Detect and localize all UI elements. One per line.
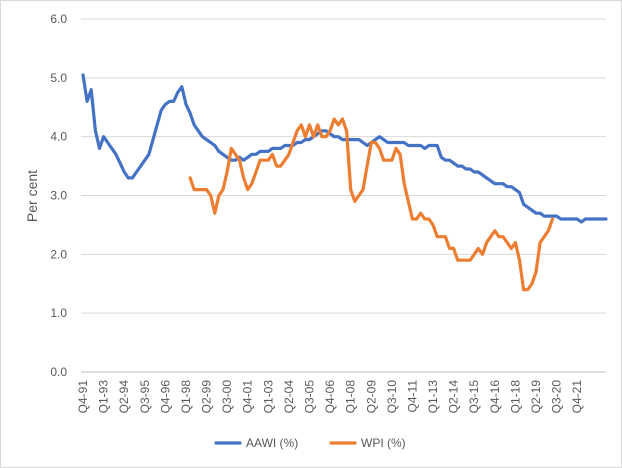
x-tick-label: Q4-21 xyxy=(570,380,584,414)
series-lines xyxy=(81,73,608,292)
y-tick-label: 2.0 xyxy=(50,247,67,261)
axes: 0.0 1.0 2.0 3.0 4.0 5.0 6.0 Q4-91 Q1-93 Q2-94 Q3-9… xyxy=(50,12,584,413)
y-tick-label: 6.0 xyxy=(50,12,67,26)
y-axis-title: Per cent xyxy=(24,170,40,222)
x-tick-label: Q2-94 xyxy=(117,380,131,414)
x-tick-label: Q1-18 xyxy=(508,380,522,414)
x-tick-label: Q1-08 xyxy=(344,380,358,414)
x-tick-label: Q2-19 xyxy=(529,380,543,414)
y-tick-label: 0.0 xyxy=(50,365,67,379)
legend: AAWI (%) WPI (%) xyxy=(214,436,406,450)
y-tick-label: 5.0 xyxy=(50,71,67,85)
x-tick-label: Q1-98 xyxy=(179,380,193,414)
x-tick-label: Q4-96 xyxy=(158,380,172,414)
x-tick-label: Q4-16 xyxy=(488,380,502,414)
x-tick-label: Q4-11 xyxy=(405,380,419,413)
x-tick-label: Q2-99 xyxy=(200,380,214,414)
x-tick-label: Q2-09 xyxy=(364,380,378,414)
x-tick-label: Q4-06 xyxy=(323,380,337,414)
x-tick-label: Q1-13 xyxy=(426,380,440,414)
x-tick-label: Q3-15 xyxy=(467,380,481,414)
x-tick-label: Q2-04 xyxy=(282,380,296,414)
legend-label: AAWI (%) xyxy=(246,436,298,450)
series-line xyxy=(188,117,555,292)
x-tick-label: Q1-93 xyxy=(97,380,111,414)
y-tick-label: 1.0 xyxy=(50,306,67,320)
gridlines xyxy=(81,18,606,373)
x-tick-label: Q3-95 xyxy=(138,380,152,414)
x-tick-label: Q3-05 xyxy=(302,380,316,414)
x-tick-label: Q3-20 xyxy=(550,380,564,414)
y-tick-label: 4.0 xyxy=(50,130,67,144)
x-tick-label: Q3-10 xyxy=(385,380,399,414)
x-tick-label: Q3-00 xyxy=(220,380,234,414)
x-tick-label: Q4-01 xyxy=(241,380,255,414)
x-tick-label: Q2-14 xyxy=(447,380,461,414)
x-tick-label: Q4-91 xyxy=(76,380,90,414)
y-tick-label: 3.0 xyxy=(50,189,67,203)
series-line xyxy=(81,73,608,224)
x-tick-label: Q1-03 xyxy=(261,380,275,414)
legend-label: WPI (%) xyxy=(361,436,406,450)
